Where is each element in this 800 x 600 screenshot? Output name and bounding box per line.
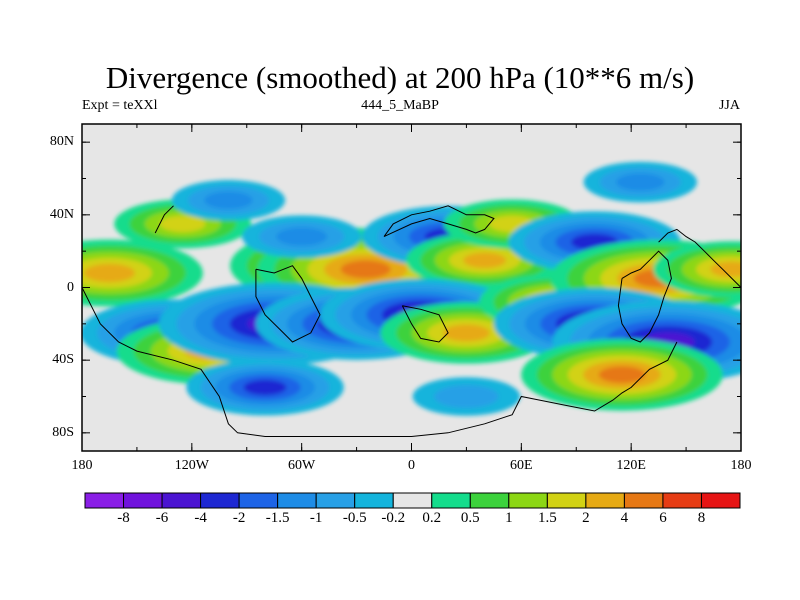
colorbar-label: -2	[232, 510, 246, 526]
y-tick-label: 80S	[52, 424, 74, 440]
colorbar-swatch	[200, 492, 240, 509]
x-tick-label: 60W	[288, 458, 316, 473]
colorbar-label: 6	[659, 510, 667, 526]
colorbar-swatch	[238, 492, 279, 509]
chart-title: Divergence (smoothed) at 200 hPa (10**6 …	[105, 60, 695, 95]
coastline-5	[658, 228, 742, 288]
field-blob-0	[83, 263, 135, 283]
colorbar-label: -1	[309, 510, 323, 526]
colorbar-swatch	[84, 492, 125, 509]
colorbar-swatch	[354, 492, 394, 509]
colorbar-swatch	[277, 492, 317, 509]
field-blob-6	[276, 227, 328, 246]
experiment-label: Expt = teXXl	[82, 98, 158, 113]
field-blob-21	[204, 191, 253, 209]
y-tick-label: 80N	[49, 134, 74, 150]
x-tick-label: 120W	[174, 458, 209, 473]
colorbar-swatch	[508, 492, 548, 509]
colorbar-swatch	[315, 492, 356, 509]
colorbar-swatch	[623, 492, 664, 509]
colorbar-swatch	[585, 492, 625, 509]
y-tick-label: 40S	[52, 352, 74, 368]
field-blob-19	[598, 366, 646, 384]
colorbar-label: -8	[117, 510, 130, 526]
x-tick-label: 180	[730, 458, 752, 473]
colorbar-swatch	[431, 492, 471, 509]
field-blob-22	[616, 173, 665, 191]
colorbar-label: -6	[155, 510, 169, 526]
y-tick-label: 40N	[49, 206, 74, 222]
x-tick-label: 180	[71, 458, 93, 473]
coastline-1	[255, 265, 321, 343]
colorbar-label: 1.5	[537, 510, 557, 526]
coastline-4	[617, 250, 672, 343]
colorbar-label: 8	[697, 510, 706, 526]
colorbar-swatch	[469, 492, 510, 509]
case-label: 444_5_MaBP	[361, 98, 439, 113]
colorbar-label: 0.5	[460, 510, 480, 526]
coastline-2	[383, 205, 495, 238]
colorbar-swatch	[123, 492, 163, 509]
season-label: JJA	[718, 98, 740, 113]
y-tick-label: 0	[67, 279, 74, 295]
colorbar-swatch	[161, 492, 202, 509]
colorbar-label: -1.5	[265, 510, 290, 526]
colorbar-label: -0.5	[342, 510, 367, 526]
colorbar-label: 0.2	[422, 510, 442, 526]
field-blob-10	[463, 252, 507, 268]
field-blob-3	[159, 215, 206, 233]
colorbar-label: 1	[505, 510, 513, 526]
coastline-6	[154, 205, 174, 234]
field-layer	[82, 161, 741, 416]
field-blob-5	[340, 260, 391, 279]
colorbar-label: -4	[194, 510, 207, 526]
colorbar-swatch	[662, 492, 702, 509]
colorbar-label: -0.2	[381, 510, 406, 526]
coastline-3	[401, 305, 449, 343]
field-blob-20	[710, 261, 741, 278]
colorbar-label: 2	[582, 510, 590, 526]
colorbar-swatch	[700, 492, 741, 509]
x-tick-label: 0	[408, 458, 415, 473]
colorbar-swatch	[546, 492, 587, 509]
colorbar-swatch	[392, 492, 433, 509]
field-blob-23	[434, 384, 499, 409]
colorbar-label: 4	[620, 510, 629, 526]
field-blob-13	[442, 324, 490, 342]
x-tick-label: 120E	[616, 458, 646, 473]
x-tick-label: 60E	[510, 458, 533, 473]
field-blob-24	[243, 379, 287, 396]
coastline-0	[81, 287, 678, 437]
